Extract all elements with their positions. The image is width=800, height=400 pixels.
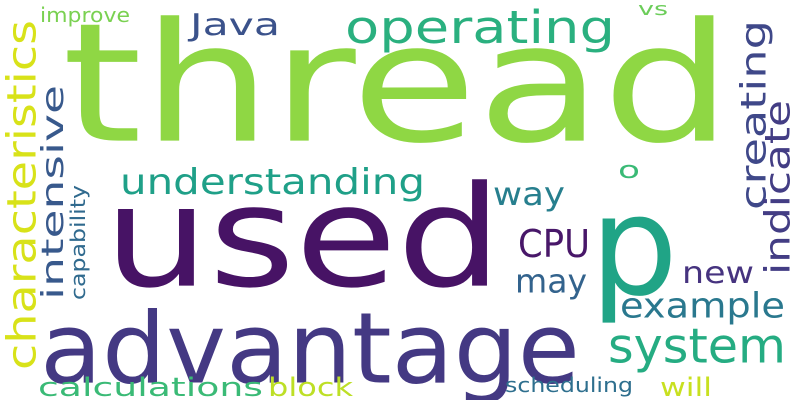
word-calculations: calculations [38, 371, 263, 400]
word-new: new [682, 255, 754, 291]
word-java: Java [190, 7, 280, 43]
word-advantage: advantage [40, 291, 580, 400]
word-operating: operating [345, 0, 615, 54]
word-thread: thread [62, 0, 732, 181]
word-understanding: understanding [120, 160, 425, 203]
word-indicate: indicate [756, 100, 798, 275]
word-improve: improve [40, 3, 130, 27]
word-example: example [620, 284, 785, 326]
word-o: o [618, 155, 640, 184]
word-system: system [608, 317, 786, 374]
word-used: used [104, 155, 502, 320]
word-intensive: intensive [35, 85, 71, 300]
word-will: will [660, 371, 712, 400]
word-p: p [590, 165, 678, 328]
word-capability: capability [66, 185, 90, 300]
word-scheduling: scheduling [505, 373, 633, 397]
word-may: may [515, 262, 587, 301]
word-cpu: CPU [518, 221, 590, 267]
word-block: block [268, 371, 353, 400]
word-vs: vs [638, 0, 668, 20]
word-way: way [493, 175, 565, 213]
